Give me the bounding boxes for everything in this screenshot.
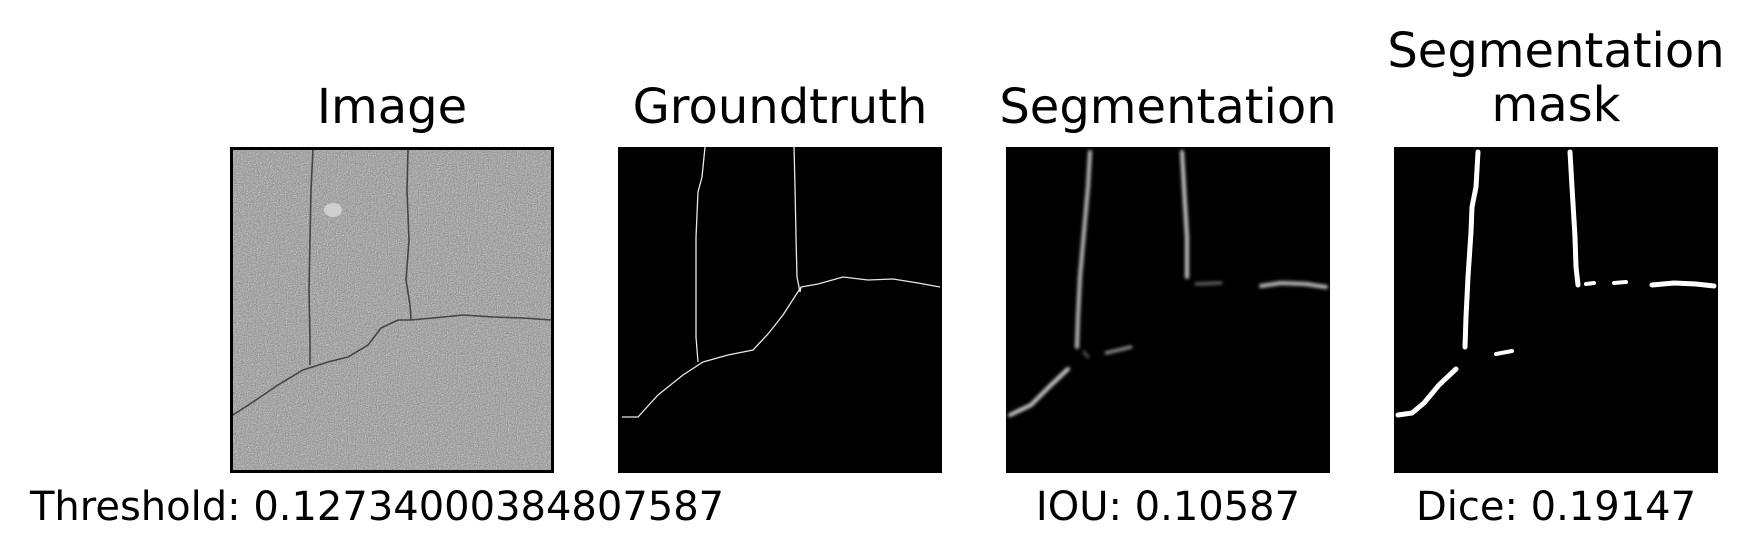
seg-crack-middle (1180, 150, 1189, 279)
mask-crack-right-a (1584, 281, 1596, 286)
gt-crack-diagonal (622, 286, 802, 418)
mask-crack-right-c (1649, 280, 1717, 289)
iou-caption: IOU: 0.10587 (1035, 484, 1301, 530)
seg-crack-diagonal (1008, 367, 1070, 417)
mask-crack-middle (1567, 149, 1581, 288)
gt-crack-right (800, 276, 941, 288)
title-groundtruth: Groundtruth (632, 79, 928, 135)
image-crack-middle (405, 150, 412, 321)
gt-crack-middle (793, 147, 802, 293)
title-mask-line2: mask (1491, 77, 1621, 133)
title-segmentation: Segmentation (999, 79, 1337, 135)
image-crack-right (410, 314, 551, 321)
bright-spot (324, 203, 342, 217)
seg-crack-right-a (1194, 281, 1223, 286)
dice-caption: Dice: 0.19147 (1415, 484, 1697, 530)
seg-crack-diagonal-b (1104, 345, 1133, 355)
mask-crack-left (1462, 149, 1481, 350)
title-image: Image (316, 79, 468, 135)
title-mask-line1: Segmentation (1387, 23, 1725, 79)
gt-crack-left (695, 147, 706, 363)
segmentation-panel (1006, 147, 1330, 473)
segmentation-mask-panel (1394, 147, 1718, 473)
image-panel (230, 147, 554, 473)
mask-crack-right-b (1612, 280, 1628, 285)
groundtruth-panel (618, 147, 942, 473)
threshold-caption: Threshold: 0.12734000384807587 (30, 484, 725, 530)
mask-crack-diagonal (1395, 366, 1459, 418)
seg-crack-right-b (1259, 280, 1328, 289)
seg-faint (1082, 350, 1090, 359)
title-segmentation-mask: Segmentation mask (1354, 24, 1758, 132)
seg-crack-left (1075, 150, 1092, 349)
mask-crack-diagonal-b (1494, 349, 1514, 356)
image-crack-diagonal (233, 319, 411, 416)
image-crack-left (308, 150, 314, 365)
